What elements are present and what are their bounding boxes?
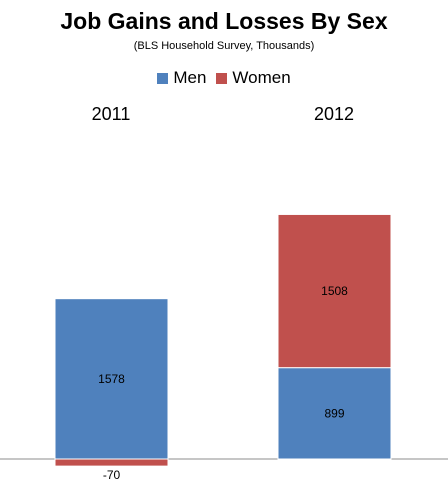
category-label-2012: 2012 (313, 104, 355, 124)
category-label-2011: 2011 (91, 104, 131, 124)
legend-item-men: Men (157, 68, 206, 88)
chart-subtitle: (BLS Household Survey, Thousands) (133, 40, 315, 52)
data-label-men-2012: 899 (324, 406, 344, 420)
data-label-women-2012: 1508 (321, 284, 348, 298)
bar-men-2012 (277, 367, 392, 460)
bar-men-2011 (54, 298, 169, 460)
data-label-men-2011: 1578 (98, 372, 125, 386)
bar-women-2012 (277, 213, 392, 369)
legend-label-women: Women (232, 68, 291, 87)
legend-swatch-men (157, 72, 169, 84)
legend-label-men: Men (173, 68, 207, 87)
chart-title: Job Gains and Losses By Sex (60, 8, 388, 34)
legend: Men Women (0, 68, 448, 88)
legend-swatch-women (216, 72, 228, 84)
bar-women-2011 (54, 458, 169, 467)
legend-item-women: Women (216, 68, 291, 88)
data-label-women-2011: -70 (103, 468, 121, 482)
